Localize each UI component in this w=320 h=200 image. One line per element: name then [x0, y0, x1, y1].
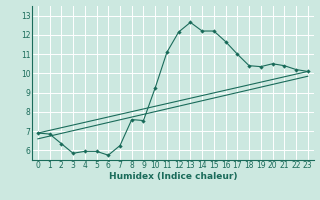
X-axis label: Humidex (Indice chaleur): Humidex (Indice chaleur)	[108, 172, 237, 181]
